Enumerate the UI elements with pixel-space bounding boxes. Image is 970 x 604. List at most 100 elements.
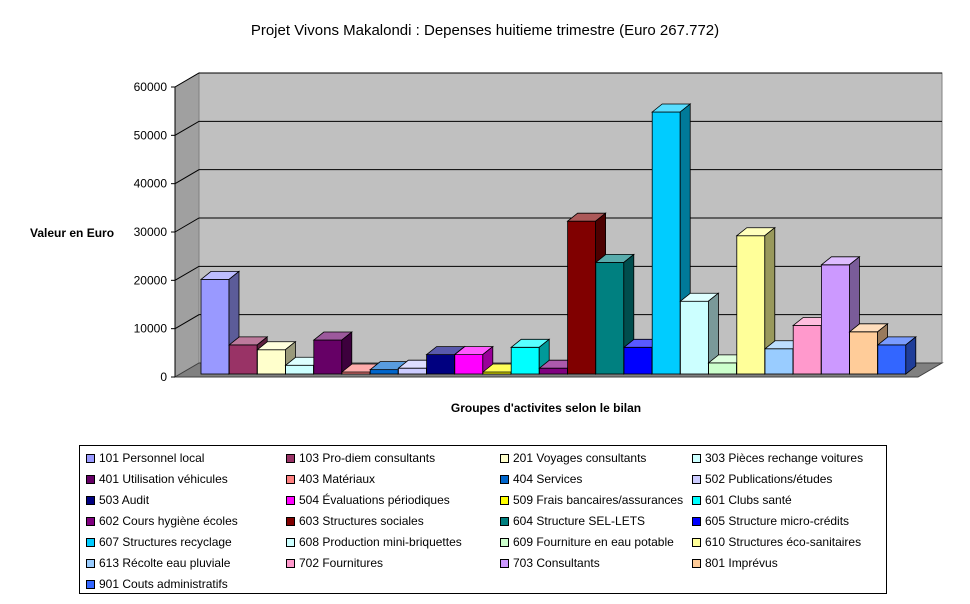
bar-front xyxy=(849,331,878,375)
legend-label: 502 Publications/études xyxy=(705,472,833,486)
legend-swatch xyxy=(692,495,701,505)
bar xyxy=(312,331,353,375)
bar-front xyxy=(651,111,681,375)
legend-item: 609 Fourniture en eau potable xyxy=(500,534,674,550)
bar-front xyxy=(426,354,456,375)
legend-swatch xyxy=(86,474,95,484)
legend-item: 401 Utilisation véhicules xyxy=(86,471,228,487)
legend-item: 703 Consultants xyxy=(500,555,600,571)
legend-swatch xyxy=(500,516,509,526)
gridline xyxy=(174,72,942,88)
y-tick-label: 30000 xyxy=(134,225,168,239)
bar-front xyxy=(595,262,625,375)
legend-swatch xyxy=(86,495,95,505)
y-axis-label: Valeur en Euro xyxy=(30,226,115,240)
legend-item: 103 Pro-diem consultants xyxy=(286,450,435,466)
legend-label: 605 Structure micro-crédits xyxy=(705,514,850,528)
x-axis-label: Groupes d'activites selon le bilan xyxy=(450,401,642,415)
legend: 101 Personnel local 103 Pro-diem consulta… xyxy=(79,445,887,594)
y-tick-label: 40000 xyxy=(134,177,168,191)
bar-front xyxy=(877,344,907,375)
legend-label: 503 Audit xyxy=(99,493,150,507)
legend-label: 603 Structures sociales xyxy=(299,514,424,528)
legend-label: 607 Structures recyclage xyxy=(99,535,232,549)
legend-swatch xyxy=(286,516,295,526)
bar-front xyxy=(285,364,315,375)
bar xyxy=(679,292,720,375)
legend-label: 609 Fourniture en eau potable xyxy=(513,535,674,549)
gridline xyxy=(174,120,942,136)
legend-item: 503 Audit xyxy=(86,492,149,508)
legend-label: 201 Voyages consultants xyxy=(513,451,647,465)
bar xyxy=(735,226,776,375)
legend-label: 401 Utilisation véhicules xyxy=(99,472,228,486)
bar-front xyxy=(454,354,484,375)
legend-swatch xyxy=(500,558,509,568)
legend-label: 604 Structure SEL-LETS xyxy=(513,514,646,528)
legend-label: 602 Cours hygiène écoles xyxy=(99,514,238,528)
legend-swatch xyxy=(86,516,95,526)
legend-label: 703 Consultants xyxy=(513,556,600,570)
legend-label: 303 Pièces rechange voitures xyxy=(705,451,864,465)
legend-swatch xyxy=(286,474,295,484)
bar-front xyxy=(256,349,286,375)
legend-item: 613 Récolte eau pluviale xyxy=(86,555,230,571)
bar-front xyxy=(623,346,653,375)
legend-label: 610 Structures éco-sanitaires xyxy=(705,535,862,549)
y-tick-label: 0 xyxy=(160,370,167,384)
legend-label: 608 Production mini-briquettes xyxy=(299,535,462,549)
legend-swatch xyxy=(86,579,95,589)
bar xyxy=(876,336,917,375)
bar-front xyxy=(510,346,540,375)
bar-front xyxy=(313,339,343,375)
legend-item: 403 Matériaux xyxy=(286,471,375,487)
legend-label: 613 Récolte eau pluviale xyxy=(99,556,231,570)
legend-swatch xyxy=(692,558,701,568)
legend-swatch xyxy=(286,453,295,463)
legend-label: 103 Pro-diem consultants xyxy=(299,451,436,465)
legend-swatch xyxy=(286,537,295,547)
legend-item: 504 Évaluations périodiques xyxy=(286,492,450,508)
legend-label: 801 Imprévus xyxy=(705,556,778,570)
bar xyxy=(594,253,635,375)
legend-swatch xyxy=(500,537,509,547)
y-tick-label: 50000 xyxy=(134,128,168,142)
legend-label: 504 Évaluations périodiques xyxy=(299,493,450,507)
gridline xyxy=(174,169,942,185)
legend-swatch xyxy=(692,453,701,463)
legend-label: 702 Fournitures xyxy=(299,556,384,570)
legend-item: 303 Pièces rechange voitures xyxy=(692,450,863,466)
chart-title: Projet Vivons Makalondi : Depenses huiti… xyxy=(250,22,720,39)
bar xyxy=(820,256,861,375)
legend-swatch xyxy=(692,474,701,484)
bar-side xyxy=(905,336,917,375)
legend-label: 901 Couts administratifs xyxy=(99,577,228,591)
legend-item: 502 Publications/études xyxy=(692,471,832,487)
legend-item: 610 Structures éco-sanitaires xyxy=(692,534,861,550)
legend-swatch xyxy=(86,537,95,547)
legend-item: 901 Couts administratifs xyxy=(86,576,228,592)
legend-item: 608 Production mini-briquettes xyxy=(286,534,462,550)
bar-front xyxy=(792,325,822,375)
legend-item: 509 Frais bancaires/assurances xyxy=(500,492,683,508)
bar-front xyxy=(369,369,399,375)
y-tick-label: 20000 xyxy=(134,273,168,287)
legend-swatch xyxy=(286,495,295,505)
legend-swatch xyxy=(692,537,701,547)
legend-swatch xyxy=(500,474,509,484)
legend-item: 201 Voyages consultants xyxy=(500,450,646,466)
legend-item: 101 Personnel local xyxy=(86,450,204,466)
bar-front xyxy=(736,235,766,375)
legend-item: 603 Structures sociales xyxy=(286,513,424,529)
gridline xyxy=(174,217,942,233)
legend-item: 702 Fournitures xyxy=(286,555,383,571)
legend-item: 605 Structure micro-crédits xyxy=(692,513,849,529)
legend-swatch xyxy=(86,558,95,568)
gridline xyxy=(174,265,942,281)
legend-label: 404 Services xyxy=(513,472,583,486)
legend-item: 604 Structure SEL-LETS xyxy=(500,513,645,529)
bar-front xyxy=(680,300,709,375)
legend-item: 607 Structures recyclage xyxy=(86,534,232,550)
legend-label: 101 Personnel local xyxy=(99,451,205,465)
